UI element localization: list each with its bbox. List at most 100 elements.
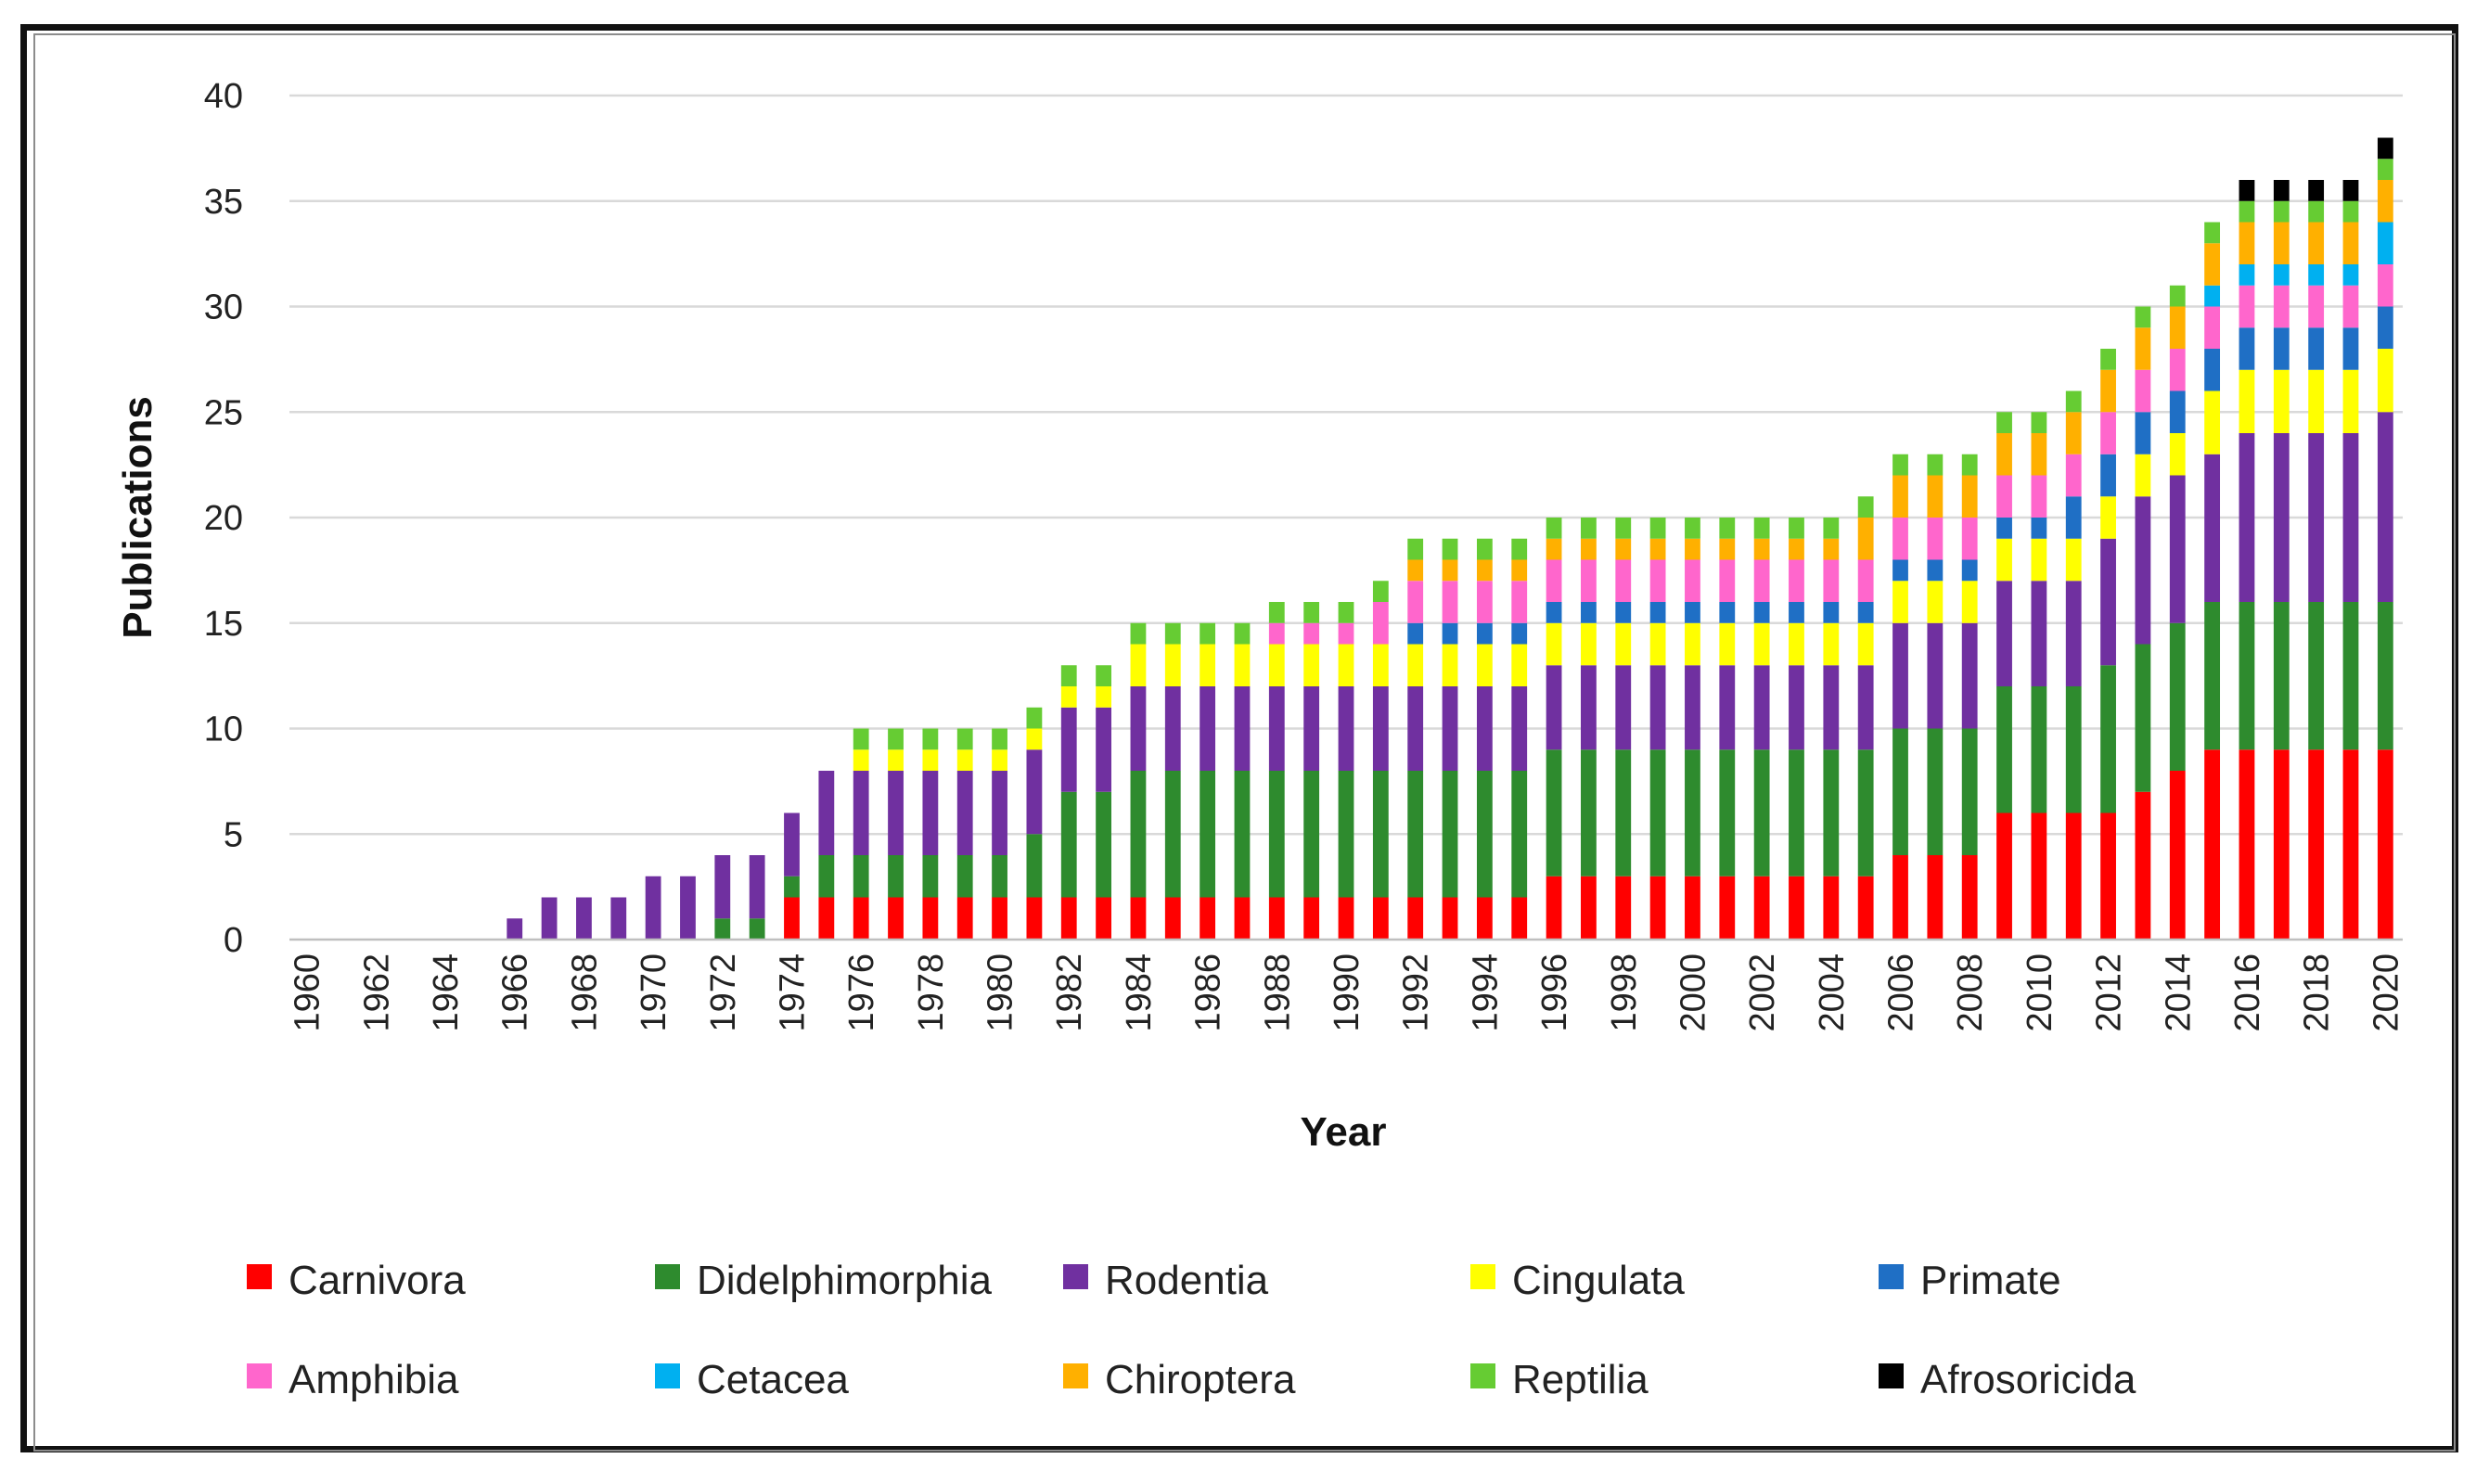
bar-segment-carnivora xyxy=(1961,855,1978,940)
bar-segment-cingulata xyxy=(2169,433,2186,476)
bar-segment-primate xyxy=(1823,602,1840,623)
bar-segment-amphibia xyxy=(1892,518,1908,560)
bar-segment-didelphimorphia xyxy=(1823,749,1840,876)
bar-segment-didelphimorphia xyxy=(2100,665,2116,813)
bar-segment-didelphimorphia xyxy=(1476,771,1493,898)
bar-segment-didelphimorphia xyxy=(818,855,835,898)
bar-segment-carnivora xyxy=(2377,749,2393,940)
bar-segment-chiroptera xyxy=(1615,538,1632,560)
bar-segment-didelphimorphia xyxy=(1789,749,1804,876)
bar-segment-didelphimorphia xyxy=(1927,728,1944,855)
bar-segment-rodentia xyxy=(749,855,765,919)
bar-segment-rodentia xyxy=(1407,686,1424,771)
bar-segment-rodentia xyxy=(1581,665,1597,750)
bar-segment-didelphimorphia xyxy=(1060,791,1077,898)
bar-segment-rodentia xyxy=(507,918,523,940)
bar-segment-rodentia xyxy=(2031,581,2047,686)
bar-segment-cingulata xyxy=(853,749,869,771)
bar-segment-cingulata xyxy=(1476,644,1493,686)
bar-segment-rodentia xyxy=(1719,665,1736,750)
bar-segment-didelphimorphia xyxy=(1372,771,1389,898)
bar-segment-amphibia xyxy=(1961,518,1978,560)
bar-segment-rodentia xyxy=(2204,454,2221,602)
y-tick-label: 25 xyxy=(204,393,243,432)
bar-segment-rodentia xyxy=(853,771,869,855)
bar-segment-didelphimorphia xyxy=(1615,749,1632,876)
legend-swatch-rodentia xyxy=(1063,1264,1088,1289)
bar-segment-amphibia xyxy=(1685,559,1700,602)
bar-segment-rodentia xyxy=(610,897,627,940)
y-axis-title: Publications xyxy=(115,396,160,639)
bar-segment-didelphimorphia xyxy=(1546,749,1562,876)
bar-segment-carnivora xyxy=(818,897,835,940)
bar-segment-rodentia xyxy=(2239,433,2255,602)
bar-segment-carnivora xyxy=(1581,876,1597,940)
x-tick-label: 2002 xyxy=(1743,953,1782,1032)
bar-segment-reptilia xyxy=(1268,602,1285,623)
x-tick-label: 2004 xyxy=(1813,953,1852,1032)
x-tick-label: 1982 xyxy=(1050,953,1089,1032)
bar-segment-reptilia xyxy=(1753,518,1770,539)
bar-segment-rodentia xyxy=(1234,686,1251,771)
bar-segment-cingulata xyxy=(2065,538,2082,582)
bar-segment-primate xyxy=(2342,327,2359,370)
bar-segment-didelphimorphia xyxy=(1407,771,1424,898)
bar-segment-rodentia xyxy=(1615,665,1632,750)
bar-segment-primate xyxy=(1442,622,1458,645)
bar-segment-amphibia xyxy=(1407,581,1424,623)
x-tick-label: 1990 xyxy=(1328,953,1366,1032)
bar-segment-carnivora xyxy=(1685,876,1700,940)
bar-segment-primate xyxy=(2239,327,2255,370)
bar-segment-cingulata xyxy=(1615,622,1632,666)
x-tick-label: 2006 xyxy=(1882,953,1921,1032)
bar-segment-afrosoricida xyxy=(2273,180,2290,201)
bar-segment-rodentia xyxy=(1338,686,1354,771)
bar-segment-afrosoricida xyxy=(2342,180,2359,201)
x-axis-ticks: 1960 1962 1964 1966 1968 1970 1972 1974 1976 1978… xyxy=(289,953,2406,1032)
bar-segment-reptilia xyxy=(2342,200,2359,223)
bar-segment-cingulata xyxy=(922,749,939,771)
bar-segment-amphibia xyxy=(2100,412,2116,454)
bar-segment-primate xyxy=(2135,412,2151,454)
y-tick-label: 20 xyxy=(204,499,243,538)
bar-segment-rodentia xyxy=(2135,496,2151,645)
bar-segment-carnivora xyxy=(1234,897,1251,940)
bar-segment-reptilia xyxy=(1130,622,1147,645)
bar-segment-didelphimorphia xyxy=(1685,749,1700,876)
y-axis-ticks: 0 5 10 15 20 25 30 35 40 xyxy=(204,77,243,960)
bar-segment-didelphimorphia xyxy=(888,855,904,898)
bar-segment-rodentia xyxy=(1961,622,1978,729)
bar-segment-reptilia xyxy=(1789,518,1804,539)
bar-segment-amphibia xyxy=(1927,518,1944,560)
bar-segment-carnivora xyxy=(1200,897,1216,940)
y-tick-label: 40 xyxy=(204,77,243,116)
bar-segment-amphibia xyxy=(1476,581,1493,623)
bar-segment-amphibia xyxy=(2308,285,2325,328)
bar-segment-cingulata xyxy=(1303,644,1320,686)
bar-segment-carnivora xyxy=(1338,897,1354,940)
bar-segment-rodentia xyxy=(714,855,731,919)
bar-segment-rodentia xyxy=(1927,622,1944,729)
bar-segment-didelphimorphia xyxy=(1649,749,1666,876)
bar-segment-chiroptera xyxy=(1892,475,1908,518)
x-tick-label: 1970 xyxy=(635,953,674,1032)
bar-segment-amphibia xyxy=(1615,559,1632,602)
bar-segment-rodentia xyxy=(1200,686,1216,771)
legend-swatch-didelphimorphia xyxy=(655,1264,680,1289)
bar-segment-chiroptera xyxy=(2169,306,2186,349)
bar-segment-reptilia xyxy=(1892,454,1908,476)
bar-segment-reptilia xyxy=(1961,454,1978,476)
legend-swatch-primate xyxy=(1879,1264,1904,1289)
bar-segment-rodentia xyxy=(680,876,696,940)
bar-segment-carnivora xyxy=(1511,897,1528,940)
bar-segment-didelphimorphia xyxy=(2377,602,2393,750)
bar-segment-didelphimorphia xyxy=(1164,771,1181,898)
bars xyxy=(507,137,2393,940)
bar-segment-primate xyxy=(1857,602,1874,623)
bar-segment-carnivora xyxy=(1407,897,1424,940)
bar-segment-reptilia xyxy=(1164,622,1181,645)
bar-segment-cingulata xyxy=(1268,644,1285,686)
bar-segment-rodentia xyxy=(576,897,592,940)
bar-segment-cingulata xyxy=(1164,644,1181,686)
